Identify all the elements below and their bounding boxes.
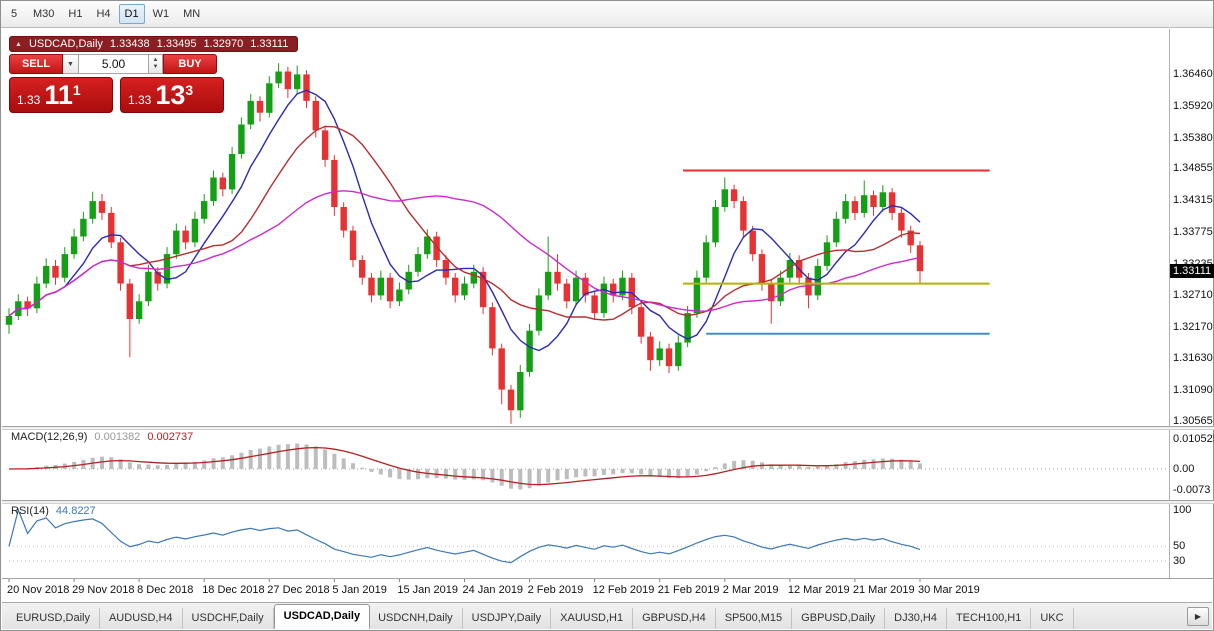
timeframe-h4-button[interactable]: H4	[90, 4, 116, 24]
timeframe-toolbar: 5 M30 H1 H4 D1 W1 MN	[1, 1, 1213, 28]
bid-quote-button[interactable]: 1.33 11 1	[9, 77, 113, 113]
volume-input[interactable]: 5.00	[79, 54, 149, 74]
one-click-trading-panel: SELL ▼ 5.00 ▲ ▼ BUY	[9, 54, 217, 74]
chart-tab-tech100-h1[interactable]: TECH100,H1	[947, 608, 1032, 629]
price-tick-label: 1.35920	[1173, 99, 1213, 112]
date-label: 24 Jan 2019	[462, 584, 524, 596]
rsi-panel-divider[interactable]	[2, 500, 1214, 504]
timeframe-m30-button[interactable]: M30	[27, 4, 60, 24]
symbol-label: USDCAD,Daily	[28, 38, 103, 50]
rsi-indicator-label: RSI(14) 44.8227	[11, 505, 96, 517]
ask-pip-digit: 3	[185, 82, 194, 98]
right-arrow-icon: ▶	[1194, 612, 1202, 621]
rsi-tick-label: 100	[1173, 503, 1192, 516]
timeframe-h1-button[interactable]: H1	[62, 4, 88, 24]
date-label: 5 Jan 2019	[332, 584, 387, 596]
chart-tab-bar: EURUSD,Daily AUDUSD,H4 USDCHF,Daily USDCAD,…	[2, 602, 1212, 629]
date-label: 15 Jan 2019	[397, 584, 458, 596]
price-scale: 1.36460 1.35920 1.35380 1.34855 1.34315 1.337…	[1171, 1, 1214, 631]
macd-signal-value: 0.002737	[147, 431, 194, 443]
chart-tab-xauusd-h1[interactable]: XAUUSD,H1	[551, 608, 634, 629]
volume-dropdown-button[interactable]: ▼	[63, 54, 79, 74]
chart-tab-usdchf-daily[interactable]: USDCHF,Daily	[183, 608, 274, 629]
date-label: 29 Nov 2018	[72, 584, 135, 596]
chart-tab-dj30-h4[interactable]: DJ30,H4	[885, 608, 947, 629]
quote-high: 1.33495	[156, 38, 197, 50]
price-tick-label: 1.33775	[1173, 226, 1213, 238]
price-tick-label: 1.35380	[1173, 131, 1213, 144]
tab-scroll-right-button[interactable]: ▶	[1187, 607, 1209, 626]
up-triangle-icon: ▲	[15, 40, 22, 48]
ask-prefix: 1.33	[128, 93, 152, 107]
chart-tab-usdjpy-daily[interactable]: USDJPY,Daily	[463, 608, 552, 629]
date-label: 27 Dec 2018	[267, 584, 330, 596]
price-tick-label: 1.31630	[1173, 352, 1213, 365]
chart-tab-ukc[interactable]: UKC	[1031, 608, 1074, 629]
chart-tab-usdcnh-daily[interactable]: USDCNH,Daily	[369, 608, 463, 629]
time-axis-divider	[2, 578, 1214, 579]
price-scale-divider	[1169, 29, 1170, 578]
price-tick-label: 1.32710	[1173, 288, 1213, 301]
chart-tab-audusd-h4[interactable]: AUDUSD,H4	[100, 608, 183, 629]
timeframe-d1-button[interactable]: D1	[118, 4, 145, 24]
macd-indicator-label: MACD(12,26,9) 0.001382 0.002737	[11, 431, 193, 443]
rsi-tick-label: 50	[1173, 540, 1186, 553]
rsi-tick-label: 30	[1173, 554, 1186, 567]
price-tick-label: 1.36460	[1173, 67, 1213, 80]
macd-panel-divider[interactable]	[2, 426, 1214, 430]
quote-open: 1.33438	[109, 38, 150, 50]
macd-tick-label: 0.010525	[1173, 433, 1214, 445]
chart-tab-sp500-m15[interactable]: SP500,M15	[716, 608, 793, 629]
chart-tab-eurusd-daily[interactable]: EURUSD,Daily	[7, 608, 100, 629]
date-label: 12 Mar 2019	[787, 584, 850, 596]
price-tick-label: 1.34855	[1173, 162, 1213, 175]
ask-quote-button[interactable]: 1.33 13 3	[120, 77, 224, 113]
price-tick-label: 1.31090	[1173, 384, 1213, 397]
ask-big-digits: 13	[155, 80, 186, 110]
date-label: 8 Dec 2018	[137, 584, 194, 596]
chart-tab-gbpusd-daily[interactable]: GBPUSD,Daily	[792, 608, 886, 629]
date-label: 21 Mar 2019	[852, 584, 915, 596]
macd-tick-label: -0.0073	[1173, 483, 1211, 496]
bid-prefix: 1.33	[17, 93, 41, 107]
quote-low: 1.32970	[203, 38, 244, 50]
date-label: 20 Nov 2018	[7, 584, 70, 596]
macd-tick-label: 0.00	[1173, 463, 1195, 475]
sell-button[interactable]: SELL	[9, 54, 63, 74]
macd-main-value: 0.001382	[94, 431, 141, 443]
quote-close: 1.33111	[250, 38, 289, 50]
bid-big-digits: 11	[44, 80, 73, 110]
price-tick-label: 1.32170	[1173, 320, 1213, 333]
chart-tab-usdcad-daily[interactable]: USDCAD,Daily	[273, 604, 371, 629]
buy-button[interactable]: BUY	[163, 54, 217, 74]
macd-name: MACD(12,26,9)	[11, 431, 88, 443]
date-label: 21 Feb 2019	[657, 584, 720, 596]
timeframe-w1-button[interactable]: W1	[147, 4, 176, 24]
date-label: 30 Mar 2019	[918, 584, 980, 596]
date-label: 2 Feb 2019	[527, 584, 584, 596]
timeframe-mn-button[interactable]: MN	[177, 4, 206, 24]
spin-down-icon: ▼	[152, 64, 159, 70]
bid-pip-digit: 1	[72, 82, 81, 98]
symbol-info-bar: ▲ USDCAD,Daily 1.33438 1.33495 1.32970 1…	[9, 36, 299, 52]
chart-tab-gbpusd-h4[interactable]: GBPUSD,H4	[633, 608, 716, 629]
chevron-down-icon: ▼	[67, 60, 74, 68]
current-price-tag: 1.33111	[1170, 264, 1214, 279]
volume-stepper[interactable]: ▲ ▼	[149, 54, 163, 74]
chart-tabs: EURUSD,Daily AUDUSD,H4 USDCHF,Daily USDCAD,…	[7, 603, 1183, 629]
rsi-value: 44.8227	[55, 505, 96, 517]
date-label: 2 Mar 2019	[722, 584, 779, 596]
time-axis: 20 Nov 2018 29 Nov 2018 8 Dec 2018 18 Dec 2…	[1, 581, 1214, 601]
timeframe-m5-button[interactable]: 5	[3, 4, 25, 24]
date-label: 12 Feb 2019	[592, 584, 655, 596]
price-tick-label: 1.34315	[1173, 194, 1213, 207]
spin-up-icon: ▲	[152, 57, 159, 63]
date-label: 18 Dec 2018	[202, 584, 265, 596]
rsi-name: RSI(14)	[11, 505, 49, 517]
